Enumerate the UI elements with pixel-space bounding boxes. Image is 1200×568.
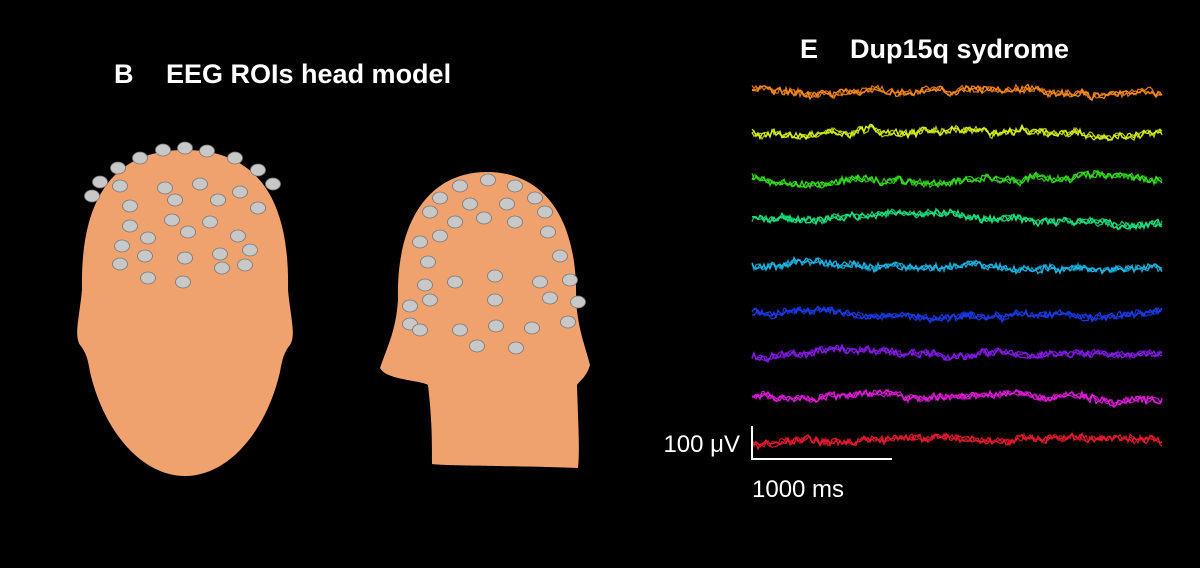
panel-label: B [114, 59, 134, 89]
electrode [476, 211, 492, 225]
electrode [422, 205, 438, 219]
head-back [380, 172, 590, 468]
electrode [432, 229, 448, 243]
electrode [507, 179, 523, 193]
electrode [214, 261, 230, 275]
electrode [177, 251, 193, 265]
electrode [227, 151, 243, 165]
electrode [537, 205, 553, 219]
electrode [167, 193, 183, 207]
electrode [175, 275, 191, 289]
electrode [487, 293, 503, 307]
eeg-trace [751, 207, 1163, 230]
electrode [114, 239, 130, 253]
eeg-trace [751, 343, 1163, 364]
electrode [265, 177, 281, 191]
electrode [542, 291, 558, 305]
eeg-trace [751, 84, 1162, 102]
electrode [412, 235, 428, 249]
electrode [462, 197, 478, 211]
electrode [420, 255, 436, 269]
eeg-trace [751, 305, 1163, 324]
electrode [237, 258, 253, 272]
panel-label: E [800, 34, 818, 64]
electrode [422, 293, 438, 307]
panel-title: EEG ROIs head model [166, 59, 451, 89]
electrode [140, 231, 156, 245]
electrode [242, 243, 258, 257]
electrode [84, 189, 100, 203]
electrode [180, 225, 196, 239]
scale-amplitude: 100 μV [663, 431, 740, 458]
electrode [532, 275, 548, 289]
electrode [122, 199, 138, 213]
electrode [92, 175, 108, 189]
electrode [507, 215, 523, 229]
eeg-trace [751, 305, 1163, 324]
electrode [469, 339, 485, 353]
electrode [132, 151, 148, 165]
eeg-trace [751, 170, 1163, 189]
electrode [524, 321, 540, 335]
eeg-trace [751, 257, 1163, 276]
electrode [232, 185, 248, 199]
electrode [488, 319, 504, 333]
electrode [177, 141, 193, 155]
electrode [137, 249, 153, 263]
eeg-trace [751, 431, 1163, 448]
scale-time: 1000 ms [752, 476, 844, 503]
electrode [250, 201, 266, 215]
electrode [140, 271, 156, 285]
electrode [199, 144, 215, 158]
electrode [202, 215, 218, 229]
electrode [155, 143, 171, 157]
electrode [447, 215, 463, 229]
electrode [499, 197, 515, 211]
electrodes [84, 141, 586, 355]
electrode [122, 219, 138, 233]
electrode [212, 247, 228, 261]
electrode [250, 163, 266, 177]
electrode [230, 229, 246, 243]
electrode [417, 278, 433, 292]
electrode [402, 299, 418, 313]
electrode [157, 181, 173, 195]
eeg-trace [751, 83, 1163, 101]
electrode [562, 273, 578, 287]
electrode [452, 179, 468, 193]
electrode [192, 177, 208, 191]
electrode [527, 191, 543, 205]
electrode [110, 161, 126, 175]
electrode [412, 323, 428, 337]
eeg-traces [751, 83, 1163, 451]
eeg-trace [751, 389, 1163, 407]
electrode [552, 249, 568, 263]
electrode [447, 275, 463, 289]
electrode [112, 179, 128, 193]
electrode [432, 191, 448, 205]
electrode [540, 225, 556, 239]
electrode [452, 323, 468, 337]
eeg-trace [751, 258, 1163, 276]
electrode [112, 257, 128, 271]
electrode [210, 193, 226, 207]
electrode [480, 173, 496, 187]
electrode [570, 295, 586, 309]
eeg-trace [751, 124, 1163, 142]
electrode [487, 269, 503, 283]
electrode [508, 341, 524, 355]
head-models [77, 141, 590, 476]
electrode [560, 315, 576, 329]
electrode [164, 213, 180, 227]
panel-title: Dup15q sydrome [850, 34, 1069, 64]
